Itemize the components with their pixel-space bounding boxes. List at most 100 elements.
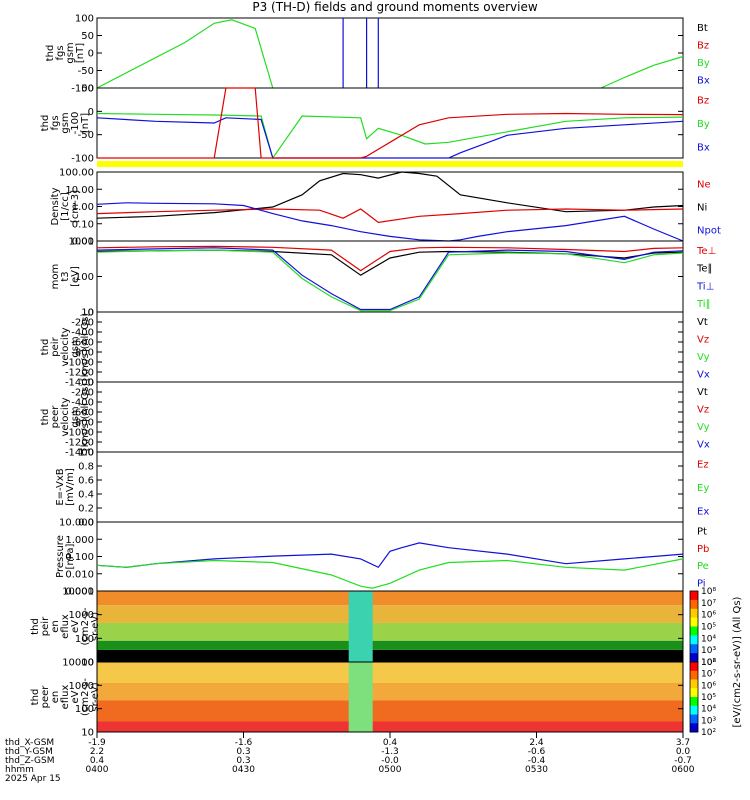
legend-Pe: Pe: [697, 561, 709, 572]
legend-Pb: Pb: [697, 544, 709, 555]
legend-Ni: Ni: [697, 203, 707, 214]
ytick-label: -1200: [65, 438, 94, 449]
colorbar-segment: [690, 705, 698, 715]
ytick-label: 50: [81, 31, 94, 42]
ylabel-line: peir: [50, 336, 61, 356]
ylabel-line: thd: [40, 409, 51, 426]
heatmap-band-9-1: [97, 700, 683, 722]
legend-Ex: Ex: [697, 506, 709, 517]
ylabel-line: eV: [70, 620, 81, 633]
ytick-label: 100: [75, 14, 94, 25]
ylabel-line: [nT]: [75, 43, 86, 63]
colorbar-label: [eV/(cm2-s-sr-eV)] (All Qs): [732, 596, 743, 727]
ytick-label: 0: [88, 378, 94, 389]
ytick-label: 10000: [62, 658, 94, 669]
ytick-label: 0.10: [72, 219, 94, 230]
ytick-label: 1.000: [65, 535, 94, 546]
ytick-label: 10: [81, 728, 94, 739]
bottom-axis-value: 0.3: [236, 756, 250, 766]
colorbar-segment: [690, 714, 698, 724]
legend-Bx: Bx: [697, 75, 710, 86]
ylabel-line: gsm: [70, 336, 81, 357]
ytick-label: -400: [71, 328, 94, 339]
ytick-label: 1.0: [78, 448, 94, 459]
series-Te∥-1: [96, 249, 684, 276]
ytick-label: 50: [81, 84, 94, 95]
figure-title: P3 (TH-D) fields and ground moments over…: [252, 0, 538, 14]
ytick-label: 10: [81, 658, 94, 669]
bottom-axis-value: -0.4: [528, 756, 546, 766]
ytick-label: -1200: [65, 368, 94, 379]
ylabel-line: [km/s](All Qs): [80, 383, 91, 451]
bottom-axis-value: 0.4: [90, 756, 105, 766]
legend-Vz: Vz: [697, 404, 709, 415]
colorbar-frame: [689, 661, 699, 733]
colorbar-segment: [690, 599, 698, 610]
legend-Vt: Vt: [697, 317, 708, 328]
ylabel-line: [cm-3]: [70, 190, 81, 223]
colorbar-segment: [690, 608, 698, 619]
panel-frame-8: [96, 521, 684, 592]
ytick-label: -200: [71, 388, 94, 399]
bottom-axis-value: -0.7: [674, 756, 692, 766]
legend-Vx: Vx: [697, 439, 710, 450]
legend-Te⊥: Te⊥: [696, 246, 716, 257]
ytick-label: 10.000: [59, 518, 94, 529]
ylabel-line: eflux: [60, 685, 71, 710]
colorbar-tick: 10⁴: [701, 705, 716, 715]
bottom-axis-value: -0.6: [528, 747, 546, 757]
heatmap-band-8-0: [97, 649, 683, 662]
ytick-label: -1000: [65, 428, 94, 439]
ylabel-line: [km/s](All Qs): [80, 313, 91, 381]
bottom-axis-value: -0.0: [381, 756, 399, 766]
colorbar-tick: 10³: [701, 716, 716, 726]
ylabel-line: velocity: [60, 327, 71, 366]
colorbar-tick: 10²: [701, 658, 716, 668]
ylabel-line: [mV/m]: [65, 468, 76, 506]
legend-Vy: Vy: [697, 422, 710, 433]
colorbar-segment: [690, 635, 698, 645]
ytick-label: 0.8: [78, 462, 94, 473]
colorbar-tick: 10⁴: [701, 634, 716, 644]
ytick-label: 0.0: [78, 518, 94, 529]
legend-Bx: Bx: [697, 142, 710, 153]
colorbar-segment: [690, 591, 698, 601]
legend-By: By: [697, 119, 710, 130]
bottom-axis-value: 2.4: [529, 738, 544, 748]
legend-Ey: Ey: [697, 483, 709, 494]
series-Ni-0: [96, 171, 684, 219]
ytick-label: 10: [81, 308, 94, 319]
ylabel-line: thd: [40, 339, 51, 356]
ytick-label: -1000: [65, 358, 94, 369]
ylabel-line: t3: [60, 271, 71, 281]
series-By-0: [96, 19, 274, 89]
heatmap-band-9-2: [97, 683, 683, 701]
ylabel-line: thd: [30, 689, 41, 706]
ylabel-line: (cm2-s-: [80, 607, 91, 645]
heatmap-band-9-3: [97, 662, 683, 683]
bottom-axis-value: 2.2: [90, 747, 104, 757]
ytick-label: 100.00: [59, 168, 94, 179]
ytick-label: 100: [75, 704, 94, 715]
ylabel-line: [nT]: [80, 113, 91, 133]
ylabel-line: en: [50, 691, 61, 704]
series-Pe-1: [96, 558, 684, 589]
series-Bx-1: [96, 117, 684, 159]
ylabel-line: thd: [45, 45, 56, 62]
bottom-axis-value: -1.9: [88, 738, 106, 748]
bottom-axis-value: 0430: [232, 765, 255, 775]
ytick-label: 100: [75, 634, 94, 645]
legend-By: By: [697, 58, 710, 69]
heatmap-column-8: [348, 591, 373, 662]
ytick-label: 10000: [62, 587, 94, 598]
ytick-label: 0: [88, 308, 94, 319]
series-Pi-0: [96, 542, 684, 569]
legend-Vx: Vx: [697, 369, 710, 380]
legend-Npot: Npot: [697, 226, 721, 237]
heatmap-band-9-0: [97, 721, 683, 732]
ytick-label: -800: [71, 418, 94, 429]
colorbar-segment: [690, 670, 698, 680]
bottom-axis-value: -1.3: [381, 747, 399, 757]
